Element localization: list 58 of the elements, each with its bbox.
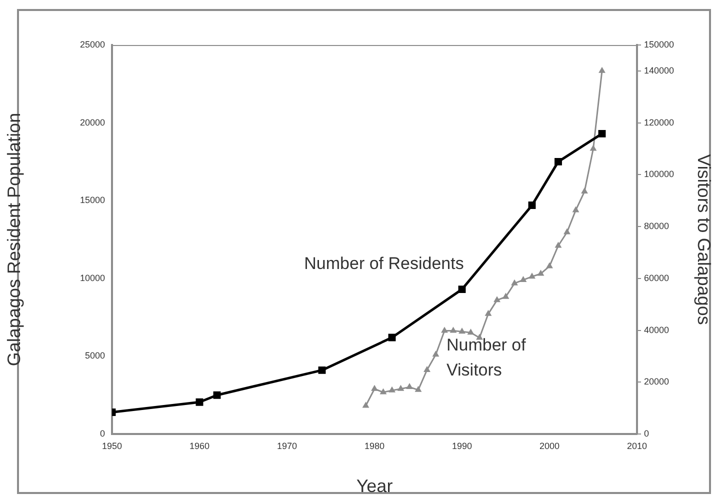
point [468, 329, 474, 335]
point [406, 384, 412, 390]
point [599, 68, 605, 73]
x-tick-label: 1960 [189, 440, 210, 451]
point [555, 242, 562, 248]
point [459, 328, 465, 334]
point [564, 228, 570, 234]
point [372, 386, 378, 391]
point [598, 130, 606, 138]
point [415, 386, 422, 392]
point [424, 366, 430, 372]
point [528, 202, 536, 209]
point [362, 402, 369, 408]
x-tick-label: 1970 [276, 440, 298, 451]
y-tick-label: 10000 [80, 272, 105, 283]
y2-tick-label: 60000 [644, 272, 670, 283]
point [590, 145, 596, 151]
y2-tick-label: 140000 [644, 65, 674, 76]
y2-tick-label: 40000 [644, 324, 670, 335]
y2-axis-title: Visitors to Galapagos [694, 154, 714, 325]
point [458, 286, 466, 294]
point [389, 387, 395, 392]
x-tick-label: 1950 [102, 440, 122, 451]
y-tick-label: 0 [100, 428, 105, 438]
point [582, 188, 588, 194]
point [512, 280, 518, 286]
y2-tick-label: 100000 [644, 169, 674, 180]
y2-tick-label: 80000 [644, 221, 670, 232]
point [388, 334, 396, 342]
point [520, 276, 526, 282]
y2-tick-label: 20000 [644, 376, 670, 387]
y2-tick-label: 120000 [644, 117, 674, 128]
point [494, 296, 500, 302]
y2-tick-label: 150000 [644, 39, 674, 50]
point [213, 391, 221, 399]
point [432, 351, 439, 357]
y-tick-label: 20000 [80, 117, 105, 128]
point [398, 386, 404, 391]
point [546, 262, 552, 268]
series-label: Number of Residents [304, 254, 464, 274]
y-tick-label: 5000 [84, 350, 105, 361]
x-axis-title: Year [356, 476, 393, 496]
y-tick-label: 15000 [80, 195, 105, 206]
point [538, 270, 544, 276]
y2-tick-label: 0 [644, 428, 650, 438]
point [529, 273, 535, 279]
x-tick-label: 1980 [364, 440, 385, 451]
point [318, 366, 326, 374]
x-tick-label: 1990 [452, 440, 472, 451]
x-tick-label: 2010 [626, 440, 648, 451]
x-tick-label: 2000 [539, 440, 560, 451]
point [196, 398, 204, 406]
y-tick-label: 25000 [80, 39, 105, 50]
point [554, 158, 562, 166]
y-axis-title: Galapagos Resident Population [4, 112, 24, 366]
series-label: Number of Visitors [446, 335, 526, 380]
point [572, 206, 579, 212]
point [485, 310, 492, 316]
